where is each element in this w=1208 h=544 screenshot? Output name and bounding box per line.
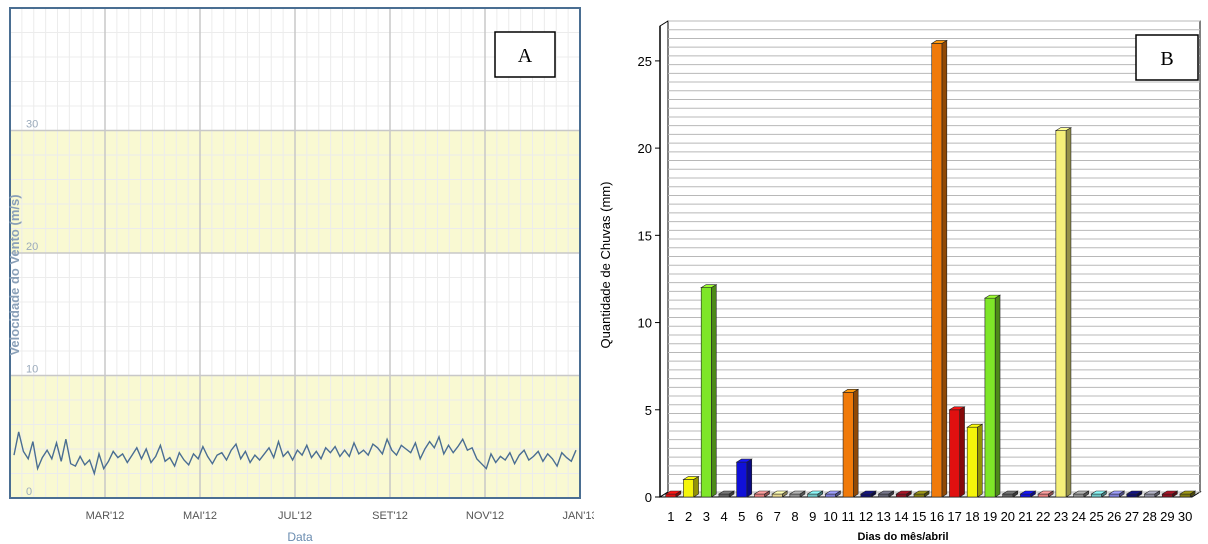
panel-label-b: B (1160, 48, 1173, 70)
bar-day-18 (966, 423, 984, 498)
bar-day-2 (682, 476, 700, 498)
x-tick-label: 4 (720, 509, 727, 524)
x-tick-label: 23 (1054, 509, 1068, 524)
y-tick-label: 0 (26, 486, 32, 498)
chart-a-x-ticks: MAR'12 MAI'12 JUL'12 SET'12 NOV'12 JAN'13 (86, 510, 594, 522)
y-tick-label: 30 (26, 119, 38, 131)
bar-day-11 (842, 388, 860, 498)
y-tick-label: 10 (26, 364, 38, 376)
chart-b-panel-label: B (1135, 34, 1199, 81)
bar-day-4 (717, 490, 736, 498)
bar-day-20 (1001, 490, 1019, 498)
x-tick-label: 28 (1142, 509, 1156, 524)
x-tick-label: NOV'12 (466, 510, 504, 522)
panel-label-a: A (518, 45, 533, 67)
bar-day-25 (1090, 490, 1108, 498)
x-tick-label: MAI'12 (183, 510, 217, 522)
wind-speed-chart: 0 10 20 30 MAR'12 MAI'12 JUL'12 SET'12 NOV'12 JA… (7, 7, 594, 544)
x-tick-label: 17 (947, 509, 961, 524)
bar-day-7 (771, 490, 789, 498)
bar-day-29 (1161, 490, 1179, 498)
y-tick-label: 15 (638, 228, 652, 243)
x-tick-label: 18 (965, 509, 979, 524)
bar-day-14 (895, 490, 913, 498)
x-tick-label: 29 (1160, 509, 1174, 524)
chart-a-y-axis-label: Velocidade do Vento (m/s) (7, 194, 22, 355)
x-tick-label: 11 (841, 509, 855, 524)
x-tick-label: 14 (894, 509, 908, 524)
x-tick-label: 13 (876, 509, 890, 524)
bar-day-21 (1019, 490, 1037, 498)
x-tick-label: 2 (685, 509, 692, 524)
x-tick-label: 10 (823, 509, 837, 524)
bar-day-27 (1125, 490, 1143, 498)
x-tick-label: 16 (930, 509, 944, 524)
bar-day-16 (930, 39, 948, 498)
y-tick-label: 5 (645, 403, 652, 418)
y-tick-label: 10 (638, 316, 652, 331)
x-tick-label: 26 (1107, 509, 1121, 524)
chart-b-x-axis-label: Dias do mês/abril (857, 531, 948, 543)
x-tick-label: JAN'13 (562, 510, 594, 522)
x-tick-label: 7 (774, 509, 781, 524)
bar-day-22 (1037, 490, 1055, 498)
x-tick-label: 15 (912, 509, 926, 524)
x-tick-label: MAR'12 (86, 510, 125, 522)
x-tick-label: 1 (667, 509, 674, 524)
x-tick-label: 22 (1036, 509, 1050, 524)
x-tick-label: 25 (1089, 509, 1103, 524)
bar-day-3 (700, 284, 718, 498)
x-tick-label: 19 (983, 509, 997, 524)
y-tick-label: 20 (26, 241, 38, 253)
x-tick-label: 12 (859, 509, 873, 524)
chart-b-bars (664, 39, 1197, 498)
bar-day-8 (788, 490, 806, 498)
chart-b-y-axis-label: Quantidade de Chuvas (mm) (598, 182, 613, 349)
x-tick-label: 30 (1178, 509, 1192, 524)
x-tick-label: 5 (738, 509, 745, 524)
bar-day-1 (664, 490, 682, 498)
x-tick-label: 24 (1071, 509, 1085, 524)
chart-a-x-axis-label: Data (287, 530, 313, 544)
bar-day-9 (806, 490, 824, 498)
chart-a-panel-label: A (494, 31, 556, 78)
chart-b-x-ticks: 1 2 3 4 5 6 7 8 9 10 11 12 13 14 15 16 17 18 19 20 21 22 23 24 2… (667, 509, 1192, 524)
x-tick-label: 3 (703, 509, 710, 524)
bar-day-12 (859, 490, 877, 498)
x-tick-label: SET'12 (372, 510, 408, 522)
bar-day-23 (1054, 127, 1072, 498)
x-tick-label: 9 (809, 509, 816, 524)
bar-day-24 (1072, 490, 1090, 498)
bar-day-13 (877, 490, 895, 498)
chart-b-y-ticks: 0 5 10 15 20 25 (638, 26, 661, 505)
chart-a-grid (9, 7, 581, 499)
chart-a-frame (9, 7, 581, 499)
bar-day-19 (983, 294, 1002, 498)
y-tick-label: 25 (638, 54, 652, 69)
bar-day-6 (753, 490, 771, 498)
x-tick-label: 8 (791, 509, 798, 524)
bar-day-26 (1108, 490, 1126, 498)
x-tick-label: JUL'12 (278, 510, 312, 522)
x-tick-label: 27 (1125, 509, 1139, 524)
wind-speed-series-line (13, 431, 577, 476)
x-tick-label: 20 (1001, 509, 1015, 524)
bar-day-15 (912, 490, 931, 498)
chart-a-y-ticks: 0 10 20 30 (26, 119, 38, 499)
bar-day-17 (948, 406, 966, 498)
chart-b-plot-frame (658, 20, 1202, 498)
bar-day-30 (1178, 490, 1197, 498)
x-tick-label: 21 (1018, 509, 1032, 524)
y-tick-label: 20 (638, 141, 652, 156)
y-tick-label: 0 (645, 490, 652, 505)
bar-day-5 (735, 458, 753, 498)
x-tick-label: 6 (756, 509, 763, 524)
bar-day-28 (1143, 490, 1161, 498)
bar-day-10 (824, 490, 842, 498)
